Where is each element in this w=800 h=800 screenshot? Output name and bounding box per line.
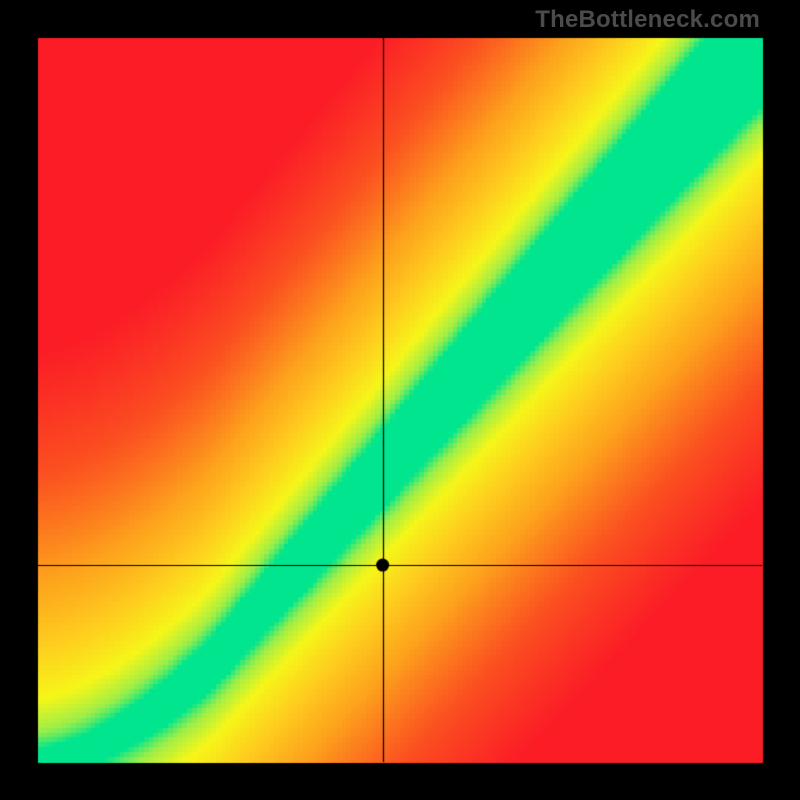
watermark-text: TheBottleneck.com (535, 6, 760, 34)
chart-container: TheBottleneck.com (0, 0, 800, 800)
heatmap-canvas (0, 0, 800, 800)
